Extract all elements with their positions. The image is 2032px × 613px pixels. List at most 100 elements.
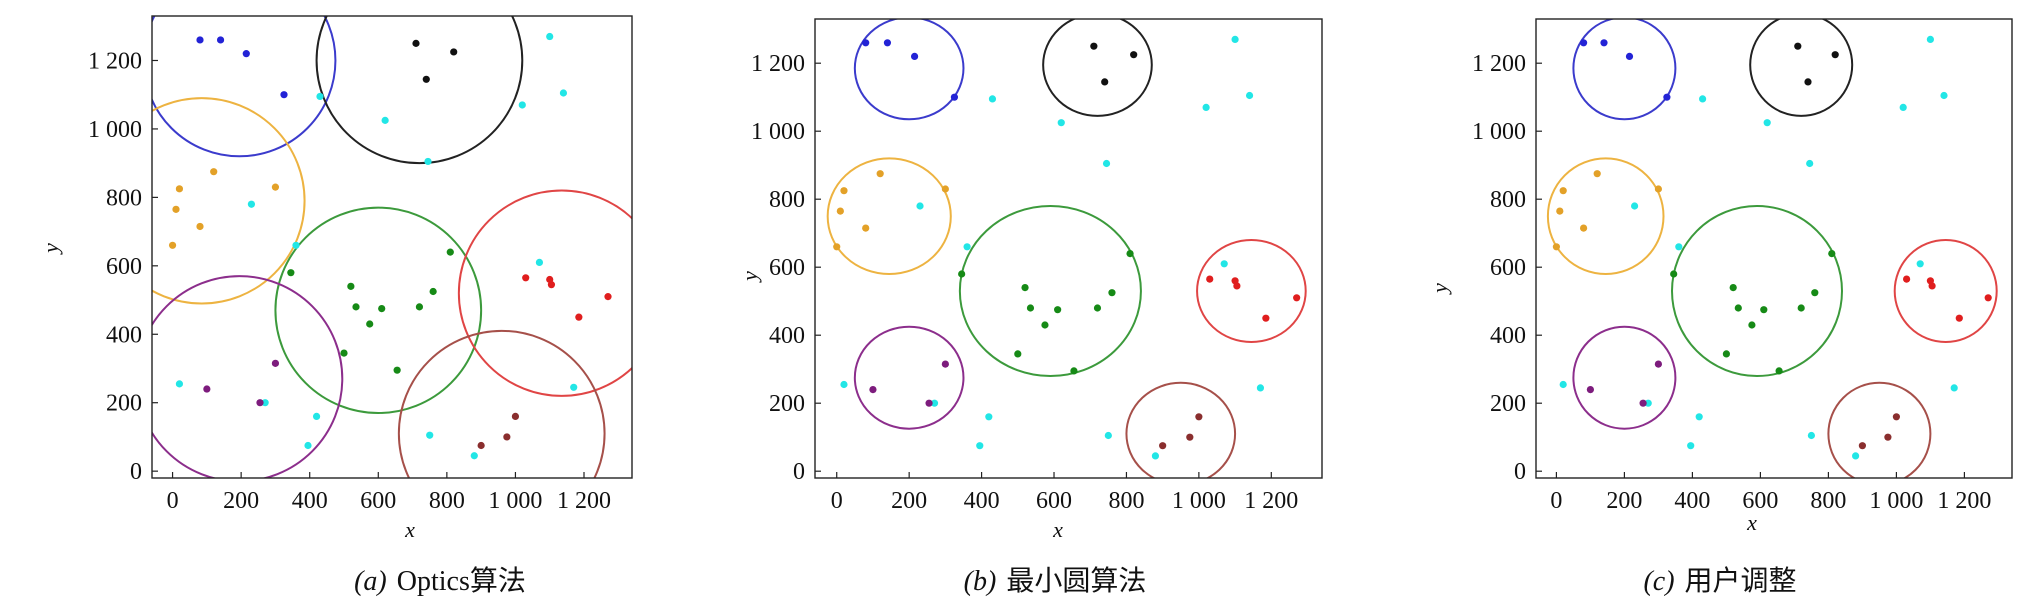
x-axis-label: x <box>1746 510 1757 535</box>
cluster-circle-black <box>1042 19 1153 117</box>
data-point-cyan <box>559 89 568 97</box>
y-tick-label: 1 200 <box>751 51 805 77</box>
data-point-red <box>575 313 583 321</box>
data-point-purple <box>271 359 280 367</box>
data-point-green <box>393 366 401 374</box>
data-point-cyan <box>1631 202 1639 210</box>
data-point-purple <box>203 385 211 393</box>
data-point-blue <box>1580 39 1588 47</box>
data-point-cyan <box>1559 380 1567 389</box>
data-point-cyan <box>1763 119 1771 127</box>
cluster-circle-blue <box>853 19 965 121</box>
data-point-cyan <box>546 32 554 41</box>
x-tick-label: 200 <box>1606 488 1642 514</box>
data-point-green <box>1722 350 1730 358</box>
data-point-cyan <box>1699 95 1707 103</box>
x-tick-label: 1 000 <box>1869 488 1923 514</box>
y-tick-label: 1 000 <box>88 117 142 143</box>
data-point-orange <box>196 222 204 231</box>
x-tick-label: 800 <box>429 488 465 514</box>
data-point-green <box>1734 304 1742 312</box>
data-point-green <box>1054 306 1062 314</box>
data-point-orange <box>172 205 180 213</box>
data-point-cyan <box>1852 452 1860 460</box>
data-point-cyan <box>1104 431 1112 440</box>
x-tick-label: 1 200 <box>557 488 611 514</box>
y-tick-label: 0 <box>130 459 142 485</box>
x-tick-label: 400 <box>1674 488 1710 514</box>
data-point-green <box>352 303 360 311</box>
data-point-green <box>1026 304 1035 312</box>
y-tick-label: 200 <box>106 391 142 417</box>
data-point-cyan <box>1102 159 1111 168</box>
plot-area <box>152 16 632 478</box>
y-axis-label: y <box>38 243 63 255</box>
data-point-green <box>1126 250 1134 258</box>
caption-c-text: 用户调整 <box>1685 565 1797 597</box>
data-point-orange <box>210 168 218 176</box>
data-point-cyan <box>985 413 993 421</box>
data-point-purple <box>256 399 264 407</box>
data-point-brown <box>1195 413 1203 421</box>
x-tick-label: 200 <box>223 488 259 514</box>
x-tick-label: 1 000 <box>488 488 542 514</box>
data-point-cyan <box>1806 159 1814 168</box>
cluster-circle-purple <box>853 325 965 430</box>
x-tick-label: 0 <box>167 488 179 514</box>
data-point-brown <box>1884 433 1892 441</box>
data-point-brown <box>1858 442 1866 450</box>
data-point-cyan <box>1950 384 1958 392</box>
cluster-circle-blue <box>152 16 337 158</box>
data-point-black <box>412 39 420 47</box>
data-point-blue <box>280 91 288 99</box>
data-point-purple <box>869 386 877 394</box>
data-point-cyan <box>1151 452 1160 460</box>
data-point-brown <box>1186 433 1194 441</box>
data-point-cyan <box>1926 35 1934 44</box>
data-point-green <box>1108 289 1116 297</box>
data-point-black <box>450 48 458 56</box>
data-point-orange <box>271 183 280 191</box>
data-point-cyan <box>1940 91 1948 100</box>
data-point-cyan <box>175 380 184 388</box>
data-point-brown <box>511 412 520 420</box>
data-point-blue <box>216 36 225 44</box>
data-point-cyan <box>1695 413 1703 421</box>
cluster-circle-black <box>1749 19 1854 117</box>
data-point-purple <box>941 360 949 368</box>
x-tick-label: 1 200 <box>1244 488 1298 514</box>
data-point-cyan <box>1245 91 1254 100</box>
panel-min-circle: 0 200 400 600 800 1 000 1 200 0 200 400 600 800 1 00… <box>737 18 1323 542</box>
caption-b: (b) 最小圆算法 <box>964 565 1147 597</box>
x-axis-label: x <box>404 517 415 542</box>
data-point-purple <box>1639 399 1647 407</box>
data-point-cyan <box>312 412 321 420</box>
data-point-green <box>1014 350 1022 358</box>
data-point-green <box>1670 270 1678 278</box>
x-tick-label: 0 <box>831 488 843 514</box>
y-tick-label: 600 <box>106 254 142 280</box>
plot-frame <box>814 18 1323 479</box>
data-point-green <box>1041 321 1049 329</box>
data-point-green <box>1093 304 1102 312</box>
data-point-green <box>415 303 424 311</box>
data-point-cyan <box>1916 260 1924 268</box>
data-point-purple <box>1586 386 1594 394</box>
data-point-orange <box>1552 243 1560 251</box>
plot-area <box>826 19 1307 478</box>
x-tick-label: 600 <box>1742 488 1778 514</box>
x-tick-label: 1 000 <box>1172 488 1226 514</box>
x-tick-label: 1 200 <box>1937 488 1991 514</box>
data-point-green <box>347 282 355 290</box>
caption-b-label: (b) <box>964 566 997 597</box>
cluster-circle-green <box>274 206 483 414</box>
data-point-cyan <box>470 452 478 460</box>
cluster-circle-purple <box>152 275 344 478</box>
data-point-orange <box>862 224 870 232</box>
cluster-circle-red <box>1196 239 1307 343</box>
y-tick-label: 0 <box>793 459 805 485</box>
data-point-red <box>1233 282 1241 290</box>
x-tick-label: 400 <box>964 488 1000 514</box>
data-point-green <box>340 349 348 357</box>
data-point-purple <box>925 399 933 407</box>
